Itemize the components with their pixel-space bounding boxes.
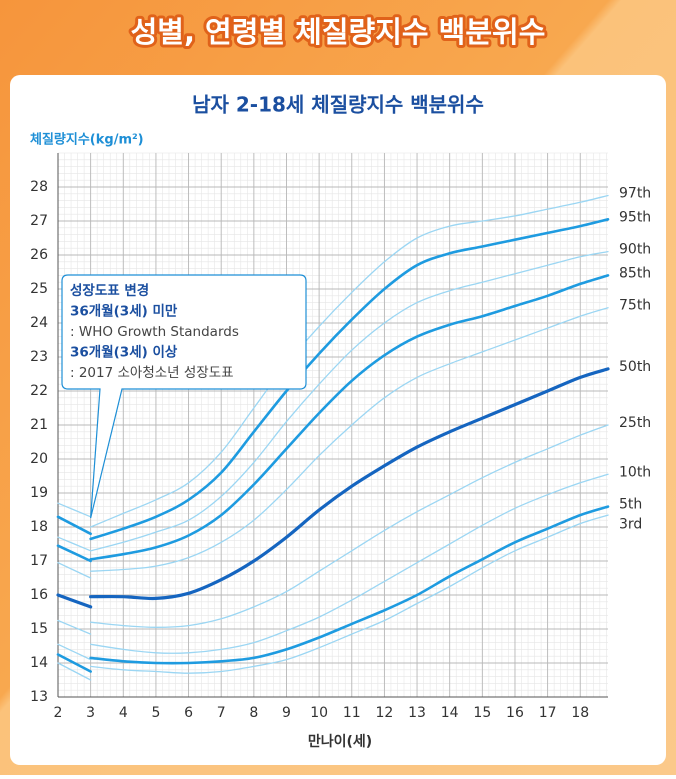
y-tick-label: 20 xyxy=(30,451,48,467)
series-label: 10th xyxy=(619,464,651,480)
y-tick-label: 18 xyxy=(30,519,48,535)
chart-title: 남자 2-18세 체질량지수 백분위수 xyxy=(192,93,484,117)
y-tick-label: 27 xyxy=(30,213,48,229)
y-tick-label: 28 xyxy=(30,179,48,195)
y-tick-label: 25 xyxy=(30,281,48,297)
y-tick-label: 26 xyxy=(30,247,48,263)
annotation-text: 성장도표 변경 xyxy=(70,282,149,299)
annotation-text: 36개월(3세) 이상 xyxy=(70,344,178,361)
x-tick-label: 15 xyxy=(473,705,491,721)
y-tick-label: 24 xyxy=(30,315,48,331)
x-tick-label: 7 xyxy=(217,705,226,721)
y-tick-label: 22 xyxy=(30,383,48,399)
annotation-text: : 2017 소아청소년 성장도표 xyxy=(70,365,234,381)
x-tick-label: 18 xyxy=(571,705,589,721)
y-tick-label: 17 xyxy=(30,553,48,569)
x-tick-label: 2 xyxy=(54,705,63,721)
percentile-line xyxy=(57,307,609,579)
x-axis-label: 만나이(세) xyxy=(308,733,372,750)
y-tick-label: 23 xyxy=(30,349,48,365)
y-tick-label: 16 xyxy=(30,587,48,603)
x-tick-label: 14 xyxy=(441,705,459,721)
percentile-line xyxy=(57,424,609,635)
series-label: 90th xyxy=(619,242,651,258)
y-tick-label: 14 xyxy=(30,655,48,671)
series-label: 95th xyxy=(619,209,651,225)
series-label: 85th xyxy=(619,265,651,281)
x-tick-label: 16 xyxy=(506,705,524,721)
annotation-text: : WHO Growth Standards xyxy=(70,324,239,340)
x-tick-label: 3 xyxy=(86,705,95,721)
series-label: 97th xyxy=(619,186,651,202)
y-axis-label: 체질량지수(kg/m²) xyxy=(30,133,144,148)
x-tick-label: 17 xyxy=(539,705,557,721)
x-tick-label: 10 xyxy=(310,705,328,721)
series-label: 3rd xyxy=(619,517,642,533)
series-label: 75th xyxy=(619,298,651,314)
x-tick-label: 6 xyxy=(184,705,193,721)
y-tick-label: 21 xyxy=(30,417,48,433)
banner-title: 성별, 연령별 체질량지수 백분위수 xyxy=(131,15,546,49)
percentile-line xyxy=(56,505,610,673)
x-tick-label: 8 xyxy=(249,705,258,721)
percentile-line xyxy=(56,367,610,609)
y-tick-label: 15 xyxy=(30,621,48,637)
series-label: 50th xyxy=(619,359,651,375)
annotation-box xyxy=(61,274,307,519)
percentile-line xyxy=(56,218,610,541)
x-tick-label: 5 xyxy=(151,705,160,721)
percentile-line xyxy=(57,250,609,552)
percentile-line xyxy=(56,274,610,563)
series-label: 25th xyxy=(619,415,651,431)
x-tick-label: 12 xyxy=(375,705,393,721)
annotation-text: 36개월(3세) 미만 xyxy=(70,303,178,320)
x-tick-label: 4 xyxy=(119,705,128,721)
x-tick-label: 13 xyxy=(408,705,426,721)
series-label: 5th xyxy=(619,497,642,513)
y-tick-label: 13 xyxy=(30,689,48,705)
percentile-line xyxy=(57,194,609,528)
percentile-line xyxy=(57,514,609,681)
y-tick-label: 19 xyxy=(30,485,48,501)
x-tick-label: 9 xyxy=(282,705,291,721)
x-tick-label: 11 xyxy=(343,705,361,721)
percentile-line xyxy=(57,473,609,661)
